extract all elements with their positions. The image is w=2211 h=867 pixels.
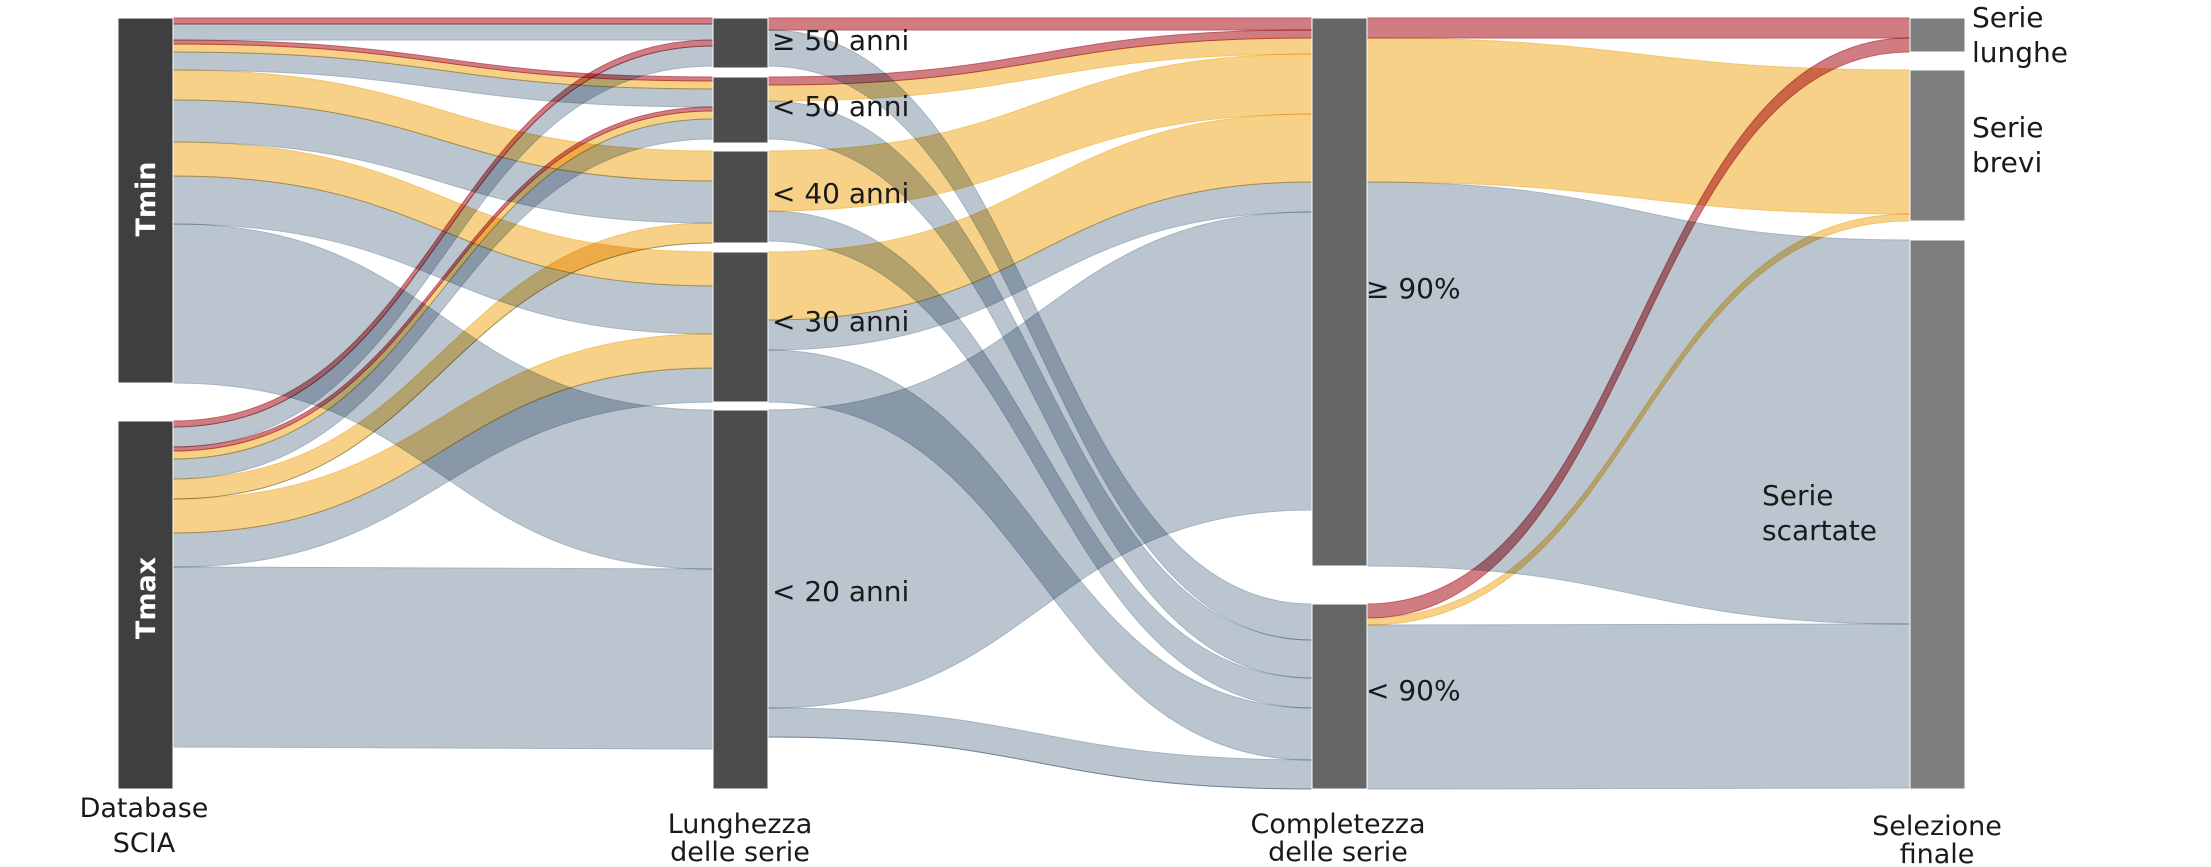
node-label-serie-brevi-1: Serie [1972, 111, 2044, 144]
node-c90 [1311, 603, 1368, 790]
axis-label-comp-2: delle serie [1268, 837, 1408, 867]
node-label-tmax: Tmax [131, 557, 162, 639]
axis-label-sel-1: Selezione [1872, 811, 2002, 842]
flow-c90p-disc-disc-35 [1366, 181, 1911, 625]
node-l20 [712, 409, 769, 790]
node-label-tmin: Tmin [131, 161, 162, 236]
node-long [1909, 17, 1966, 53]
node-l50p [712, 17, 769, 69]
node-layer [117, 17, 1966, 790]
node-label-serie-scartate-1: Serie [1762, 479, 1834, 512]
node-l50 [712, 76, 769, 144]
node-label-serie-lunghe-1: Serie [1972, 1, 2044, 34]
flow-tmin-l50p-long-0 [172, 17, 714, 25]
node-label-len-40: < 40 anni [772, 177, 909, 210]
node-label-len-50plus: ≥ 50 anni [772, 24, 909, 57]
node-disc [1909, 239, 1966, 790]
node-l30 [712, 251, 769, 403]
axis-label-db-1: Database [80, 793, 209, 824]
axis-label-len-2: delle serie [670, 837, 810, 867]
node-c90p [1311, 17, 1368, 567]
flow-layer [172, 17, 1911, 790]
axis-label-len-1: Lunghezza [668, 809, 813, 840]
node-label-serie-lunghe-2: lunghe [1972, 36, 2068, 69]
node-label-len-20: < 20 anni [772, 575, 909, 608]
node-tmin [117, 17, 174, 384]
node-label-len-50: < 50 anni [772, 90, 909, 123]
node-label-serie-brevi-2: brevi [1972, 146, 2042, 179]
node-l40 [712, 150, 769, 244]
axis-label-db-2: SCIA [113, 828, 176, 859]
axis-label-comp-1: Completezza [1250, 809, 1425, 840]
node-label-comp-90plus: ≥ 90% [1366, 272, 1461, 305]
node-short [1909, 69, 1966, 222]
node-tmax [117, 420, 174, 790]
node-label-comp-90: < 90% [1366, 674, 1461, 707]
flow-tmin-l50p-disc-1 [172, 23, 714, 41]
node-label-len-30: < 30 anni [772, 305, 909, 338]
flow-c90p-long-long-33 [1366, 17, 1911, 39]
node-label-serie-scartate-2: scartate [1762, 514, 1877, 547]
axis-label-sel-2: finale [1900, 839, 1975, 867]
flow-tmax-l20-disc-19 [172, 566, 714, 750]
